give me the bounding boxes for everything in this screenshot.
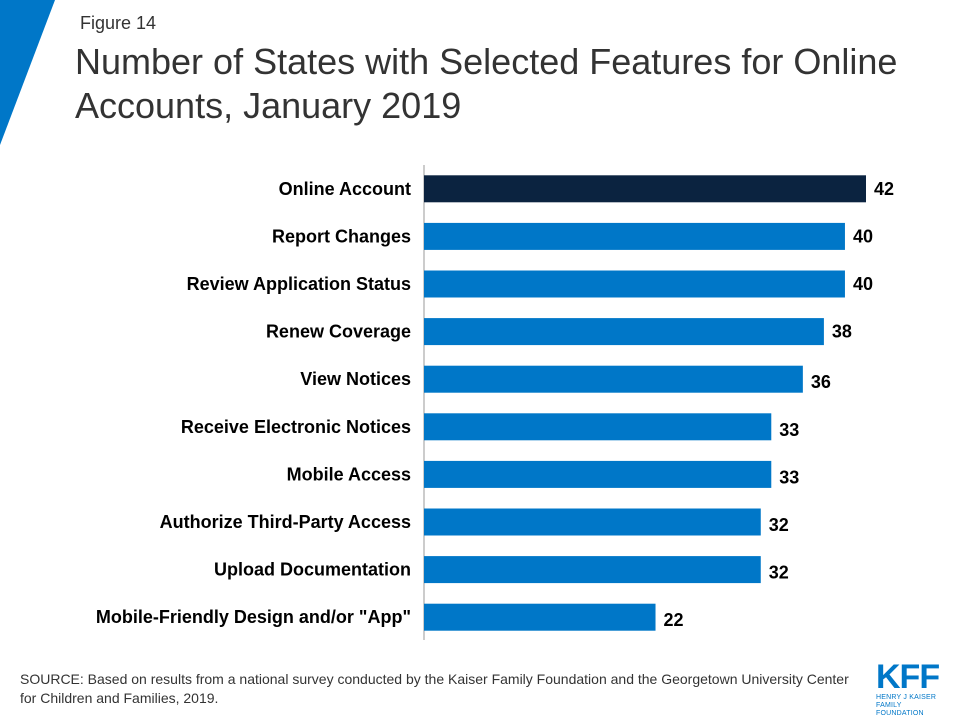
logo-line-1: HENRY J KAISER xyxy=(876,694,937,701)
bar xyxy=(424,318,824,346)
category-label: Review Application Status xyxy=(187,274,411,294)
data-label: 32 xyxy=(769,563,789,583)
bar xyxy=(424,270,845,298)
figure-label: Figure 14 xyxy=(80,13,157,33)
category-label: Mobile-Friendly Design and/or "App" xyxy=(96,607,411,627)
bar xyxy=(424,603,656,631)
bar-chart: Online Account 42 Report Changes 40 Review A… xyxy=(96,165,894,640)
category-label: Authorize Third-Party Access xyxy=(160,512,411,532)
category-label: View Notices xyxy=(300,369,411,389)
data-label: 33 xyxy=(779,467,799,487)
logo-mark: KFF xyxy=(876,658,940,696)
bar xyxy=(424,508,761,536)
data-label: 32 xyxy=(769,515,789,535)
bar xyxy=(424,365,803,393)
category-label: Renew Coverage xyxy=(266,322,411,342)
bar xyxy=(424,460,772,488)
bar xyxy=(424,222,845,250)
bar xyxy=(424,175,866,203)
bar xyxy=(424,413,772,441)
bars-group: Online Account 42 Report Changes 40 Review A… xyxy=(96,175,894,631)
bar xyxy=(424,556,761,584)
corner-accent-triangle xyxy=(0,0,55,145)
chart-title: Number of States with Selected Features … xyxy=(75,41,898,126)
data-label: 33 xyxy=(779,420,799,440)
data-label: 22 xyxy=(664,610,684,630)
source-note: SOURCE: Based on results from a national… xyxy=(20,671,849,706)
data-label: 38 xyxy=(832,322,852,342)
category-label: Mobile Access xyxy=(287,464,411,484)
data-label: 42 xyxy=(874,179,894,199)
data-label: 40 xyxy=(853,274,873,294)
category-label: Report Changes xyxy=(272,226,411,246)
category-label: Receive Electronic Notices xyxy=(181,417,411,437)
category-label: Online Account xyxy=(279,179,411,199)
logo-line-2: FAMILY FOUNDATION xyxy=(876,702,924,717)
kff-logo: KFF HENRY J KAISER FAMILY FOUNDATION xyxy=(876,660,948,718)
data-label: 36 xyxy=(811,372,831,392)
category-label: Upload Documentation xyxy=(214,560,411,580)
data-label: 40 xyxy=(853,226,873,246)
